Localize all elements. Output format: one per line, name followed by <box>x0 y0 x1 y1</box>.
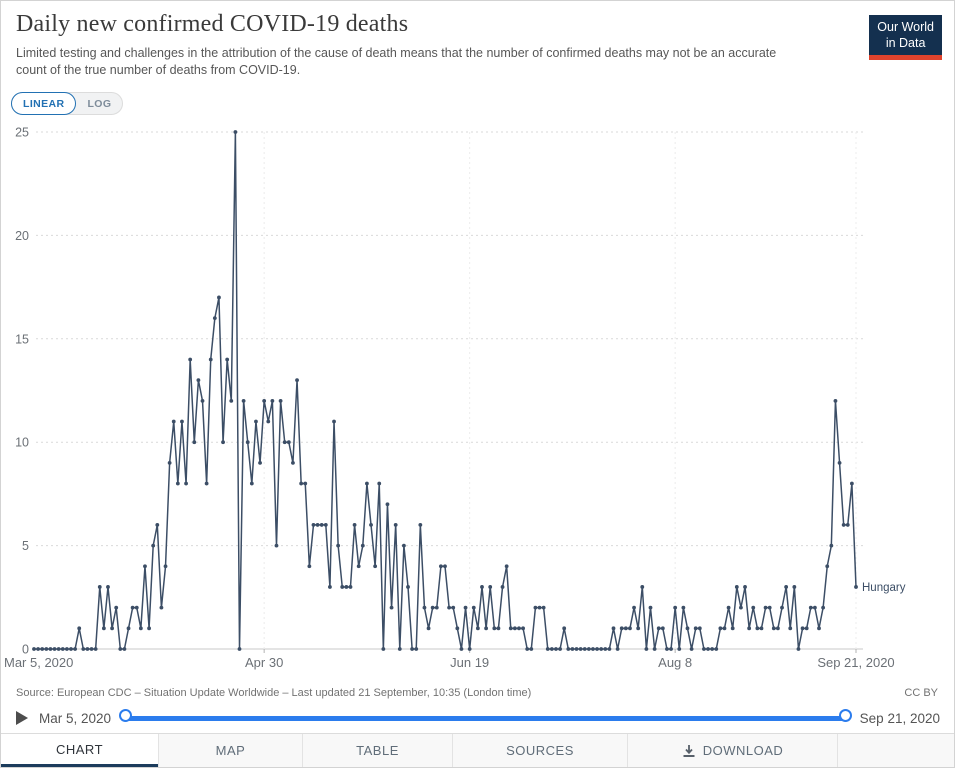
timeline-start-label: Mar 5, 2020 <box>39 710 112 726</box>
hungary-series-line[interactable] <box>34 131 857 650</box>
line-chart[interactable]: 0 5 10 15 20 25 Mar 5, 2020 Apr 30 Jun 19 Aug 8 Se… <box>1 1 955 701</box>
y-axis-label: 5 <box>22 539 29 553</box>
hungary-series-markers[interactable] <box>32 130 858 651</box>
source-row: Source: European CDC – Situation Update … <box>16 687 938 699</box>
timeline-end-handle[interactable] <box>838 709 852 722</box>
x-axis-label: Mar 5, 2020 <box>4 655 73 670</box>
y-axis-label: 10 <box>15 436 29 450</box>
timeline-track[interactable] <box>119 708 852 728</box>
license-text[interactable]: CC BY <box>904 687 938 699</box>
timeline-end-label: Sep 21, 2020 <box>859 710 940 726</box>
owid-logo-line1: Our World <box>877 20 934 34</box>
x-axis-label: Aug 8 <box>658 655 692 670</box>
download-icon <box>682 744 696 758</box>
tab-bar-filler <box>837 734 954 767</box>
y-axis-label: 0 <box>22 643 29 657</box>
y-axis-label: 25 <box>15 126 29 140</box>
tab-download-label: DOWNLOAD <box>702 743 784 758</box>
x-axis-label: Jun 19 <box>450 655 489 670</box>
tab-table[interactable]: TABLE <box>302 734 452 767</box>
y-axis-label: 15 <box>15 332 29 346</box>
tab-table-label: TABLE <box>356 743 399 758</box>
tab-chart[interactable]: CHART <box>1 734 158 767</box>
log-scale-button[interactable]: LOG <box>87 97 112 110</box>
chart-subtitle: Limited testing and challenges in the at… <box>16 46 777 77</box>
y-axis-label: 20 <box>15 229 29 243</box>
y-gridlines: 0 5 10 15 20 25 <box>15 126 863 657</box>
tab-map[interactable]: MAP <box>158 734 302 767</box>
timeline-start-handle[interactable] <box>119 709 133 722</box>
linear-scale-button[interactable]: LINEAR <box>11 92 77 115</box>
tab-chart-label: CHART <box>55 741 104 757</box>
x-axis: Mar 5, 2020 Apr 30 Jun 19 Aug 8 Sep 21, 2020 <box>4 132 895 670</box>
scale-toggle: LINEAR LOG <box>11 92 124 115</box>
tab-bar: CHART MAP TABLE SOURCES DOWNLOAD <box>1 733 954 767</box>
play-icon <box>16 711 28 725</box>
tab-download[interactable]: DOWNLOAD <box>627 734 837 767</box>
x-axis-label: Apr 30 <box>245 655 283 670</box>
page-title: Daily new confirmed COVID-19 deaths <box>16 11 409 37</box>
series-end-label[interactable]: Hungary <box>862 582 906 594</box>
play-button[interactable] <box>15 710 29 726</box>
owid-logo[interactable]: Our World in Data <box>869 15 942 61</box>
owid-logo-line2: in Data <box>885 35 926 50</box>
timeline-track-fill[interactable] <box>127 716 844 721</box>
tab-sources-label: SOURCES <box>506 743 574 758</box>
tab-sources[interactable]: SOURCES <box>452 734 627 767</box>
tab-map-label: MAP <box>215 743 246 758</box>
timeline-slider-row: Mar 5, 2020 Sep 21, 2020 <box>1 703 954 733</box>
source-text: Source: European CDC – Situation Update … <box>16 687 532 699</box>
x-axis-label: Sep 21, 2020 <box>817 655 894 670</box>
